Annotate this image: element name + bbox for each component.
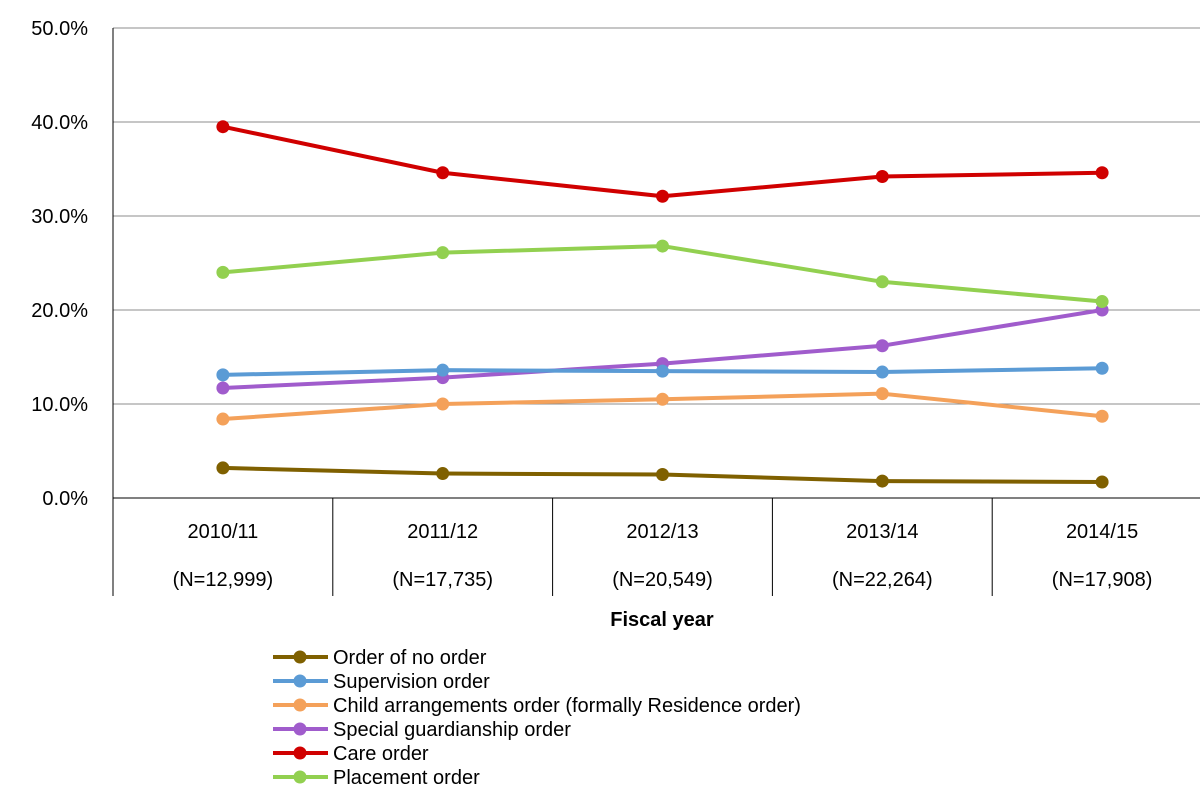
data-point: [216, 381, 230, 395]
series-line: [222, 124, 1103, 199]
data-point: [216, 265, 230, 279]
legend-label: Care order: [333, 743, 429, 765]
x-tick-count-label: (N=12,999): [173, 569, 274, 591]
data-point: [656, 364, 669, 378]
data-point: [436, 363, 450, 377]
data-point: [436, 246, 450, 260]
x-tick-label: 2010/11: [187, 521, 258, 543]
legend-swatch-marker: [293, 770, 307, 784]
data-point: [656, 468, 669, 481]
series-lines: [216, 120, 1109, 489]
data-point: [216, 461, 230, 475]
y-axis-ticks: 0.0% 10.0% 20.0% 30.0% 40.0% 50.0%: [31, 18, 88, 510]
y-tick-label: 50.0%: [31, 18, 88, 40]
x-tick-count-label: (N=22,264): [832, 569, 933, 591]
data-point: [656, 189, 669, 203]
legend-swatch-marker: [293, 650, 307, 664]
data-point: [436, 467, 450, 481]
series-0: [216, 461, 1109, 489]
data-point: [656, 392, 669, 406]
x-tick-label: 2011/12: [407, 521, 478, 543]
data-point: [436, 166, 450, 180]
x-tick-count-label: (N=17,735): [392, 569, 493, 591]
gridlines: [112, 27, 1200, 596]
y-tick-label: 20.0%: [31, 300, 88, 322]
series-line: [222, 244, 1103, 304]
legend-swatch-marker: [293, 722, 307, 736]
data-point: [1095, 409, 1109, 423]
legend-item: Order of no order: [273, 647, 487, 669]
legend-item: Special guardianship order: [273, 719, 571, 741]
data-point: [1095, 295, 1109, 309]
legend-swatch-marker: [293, 698, 307, 712]
series-5: [216, 239, 1109, 309]
data-point: [1095, 166, 1109, 180]
data-point: [875, 170, 889, 184]
legend-label: Child arrangements order (formally Resid…: [333, 695, 801, 717]
x-tick-label: 2012/13: [626, 521, 698, 543]
data-point: [875, 365, 889, 379]
data-point: [1095, 475, 1109, 489]
data-point: [875, 387, 889, 401]
data-point: [216, 120, 230, 134]
data-point: [216, 412, 230, 426]
series-2: [216, 387, 1109, 426]
x-axis-label: Fiscal year: [610, 609, 714, 631]
y-tick-label: 0.0%: [42, 488, 88, 510]
x-axis: 2010/11 (N=12,999) 2011/12 (N=17,735) 2012/1…: [173, 498, 1153, 596]
series-1: [216, 361, 1109, 382]
data-point: [216, 368, 230, 382]
data-point: [436, 397, 450, 411]
legend-swatch-marker: [293, 746, 307, 760]
legend-label: Order of no order: [333, 647, 487, 669]
legend-item: Care order: [273, 743, 429, 765]
legend-label: Supervision order: [333, 671, 490, 693]
x-tick-count-label: (N=17,908): [1052, 569, 1153, 591]
series-4: [216, 120, 1109, 203]
y-tick-label: 10.0%: [31, 394, 88, 416]
legend-item: Placement order: [273, 767, 480, 789]
y-tick-label: 30.0%: [31, 206, 88, 228]
x-tick-label: 2014/15: [1066, 521, 1138, 543]
data-point: [875, 474, 889, 488]
legend-swatch-marker: [293, 674, 307, 688]
data-point: [875, 275, 889, 289]
x-tick-label: 2013/14: [846, 521, 918, 543]
y-tick-label: 40.0%: [31, 112, 88, 134]
x-tick-count-label: (N=20,549): [612, 569, 713, 591]
data-point: [875, 339, 889, 353]
series-3: [216, 303, 1109, 395]
data-point: [656, 239, 669, 253]
legend-label: Special guardianship order: [333, 719, 571, 741]
legend-item: Child arrangements order (formally Resid…: [273, 695, 801, 717]
legend-label: Placement order: [333, 767, 480, 789]
data-point: [1095, 361, 1109, 375]
legend-item: Supervision order: [273, 671, 490, 693]
